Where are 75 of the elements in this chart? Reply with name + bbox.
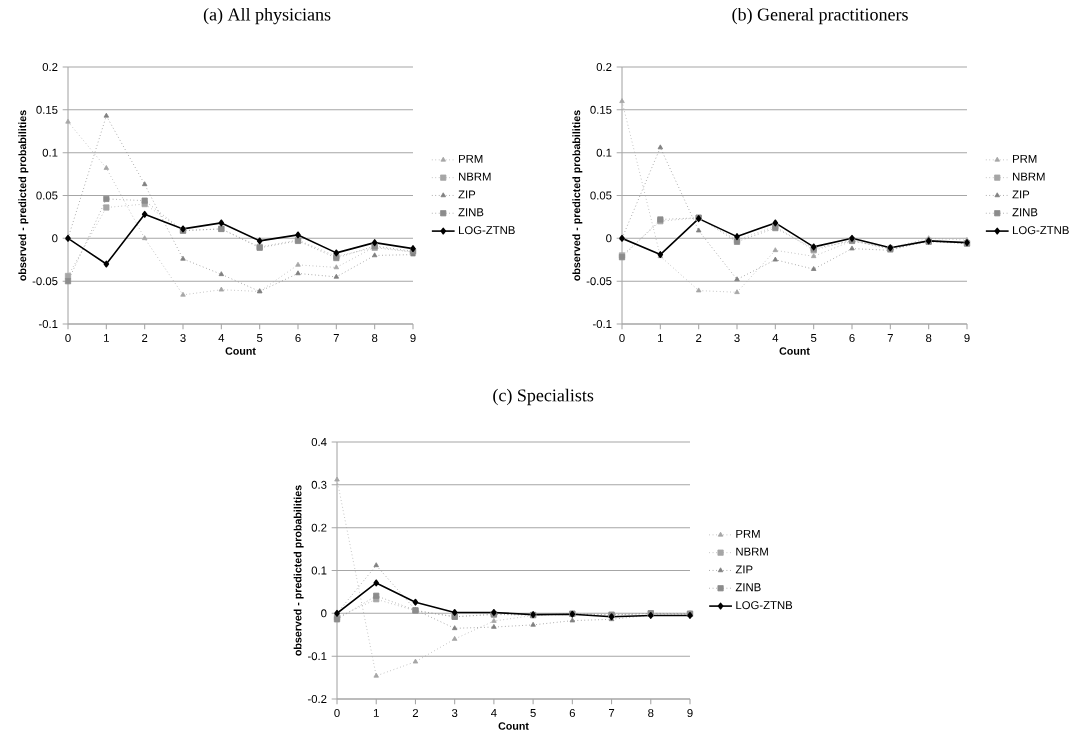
x-tick-label: 8 [648,709,654,718]
legend-label: LOG-ZTNB [1013,226,1069,235]
y-tick-label: 0.2 [42,63,58,72]
y-tick-label: 0.3 [311,480,327,489]
y-tick-label: 0 [321,609,327,618]
legend-label: ZIP [735,565,753,574]
x-tick-label: 3 [451,709,458,718]
x-tick-label: 0 [619,334,625,343]
legend-label: PRM [1013,154,1037,163]
y-tick-label: 0.1 [596,148,612,157]
x-tick-label: 2 [412,709,419,717]
legend-label: NBRM [1013,172,1045,181]
legend-label: PRM [459,154,483,163]
legend-label: PRM [736,529,760,538]
x-tick-label: 9 [410,334,416,343]
chart-title: (b) General practitioners [732,7,908,25]
x-tick-label: 5 [810,334,817,342]
x-tick-label: 4 [218,334,225,342]
x-tick-label: 0 [65,334,71,343]
y-axis-title: observed - predicted probabilities [572,110,583,281]
legend-label: ZIP [458,190,476,199]
x-tick-label: 2 [696,334,702,342]
legend-label: ZIP [1012,190,1030,199]
x-tick-label: 5 [530,709,536,717]
x-axis-title: Count [498,722,529,730]
legend-label: ZINB [735,583,761,592]
x-tick-label: 1 [104,334,109,342]
y-tick-label: 0.05 [590,191,612,200]
x-tick-label: 5 [256,334,263,342]
x-tick-label: 6 [569,709,575,718]
y-tick-label: -0.05 [586,277,612,286]
x-tick-label: 7 [887,334,893,342]
x-tick-label: 8 [372,334,378,343]
y-tick-label: 0.1 [311,566,327,575]
y-axis-title: observed - predicted probabilities [18,110,29,281]
y-tick-label: -0.1 [307,652,327,661]
legend-label: LOG-ZTNB [736,601,793,610]
y-tick-label: 0.2 [596,63,612,72]
x-tick-label: 3 [734,334,740,343]
x-tick-label: 6 [295,334,301,343]
x-tick-label: 6 [849,334,855,343]
y-tick-label: 0.4 [311,438,327,447]
legend-label: ZINB [458,208,484,217]
y-tick-label: 0.2 [311,523,327,532]
x-tick-label: 2 [142,334,148,342]
y-tick-label: -0.2 [307,695,327,703]
x-tick-label: 0 [334,709,340,718]
x-tick-label: 4 [772,334,779,342]
x-tick-label: 9 [687,709,693,718]
x-tick-label: 7 [333,334,339,342]
legend-label: NBRM [736,547,768,556]
x-tick-label: 4 [490,709,497,717]
y-tick-label: -0.1 [592,319,612,328]
x-axis-title: Count [779,347,810,355]
y-tick-label: 0.05 [36,191,58,200]
x-tick-label: 8 [926,334,932,343]
y-tick-label: 0 [606,234,612,243]
legend-label: ZINB [1012,208,1038,217]
y-tick-label: 0.1 [42,148,58,157]
y-tick-label: -0.1 [38,319,58,328]
y-tick-label: -0.05 [32,277,58,286]
x-tick-label: 1 [658,334,663,342]
legend-label: NBRM [459,172,491,181]
x-axis-title: Count [225,347,256,355]
y-tick-label: 0.15 [36,105,58,114]
legend-label: LOG-ZTNB [459,226,515,235]
chart-title: (c) Specialists [493,388,594,406]
chart-title: (a) All physicians [203,7,331,25]
x-tick-label: 9 [964,334,970,343]
x-tick-label: 1 [373,709,379,717]
y-tick-label: 0.15 [590,105,612,114]
x-tick-label: 3 [180,334,186,343]
y-axis-title: observed - predicted probabilities [293,485,304,656]
y-tick-label: 0 [52,234,58,243]
x-tick-label: 7 [608,709,615,717]
